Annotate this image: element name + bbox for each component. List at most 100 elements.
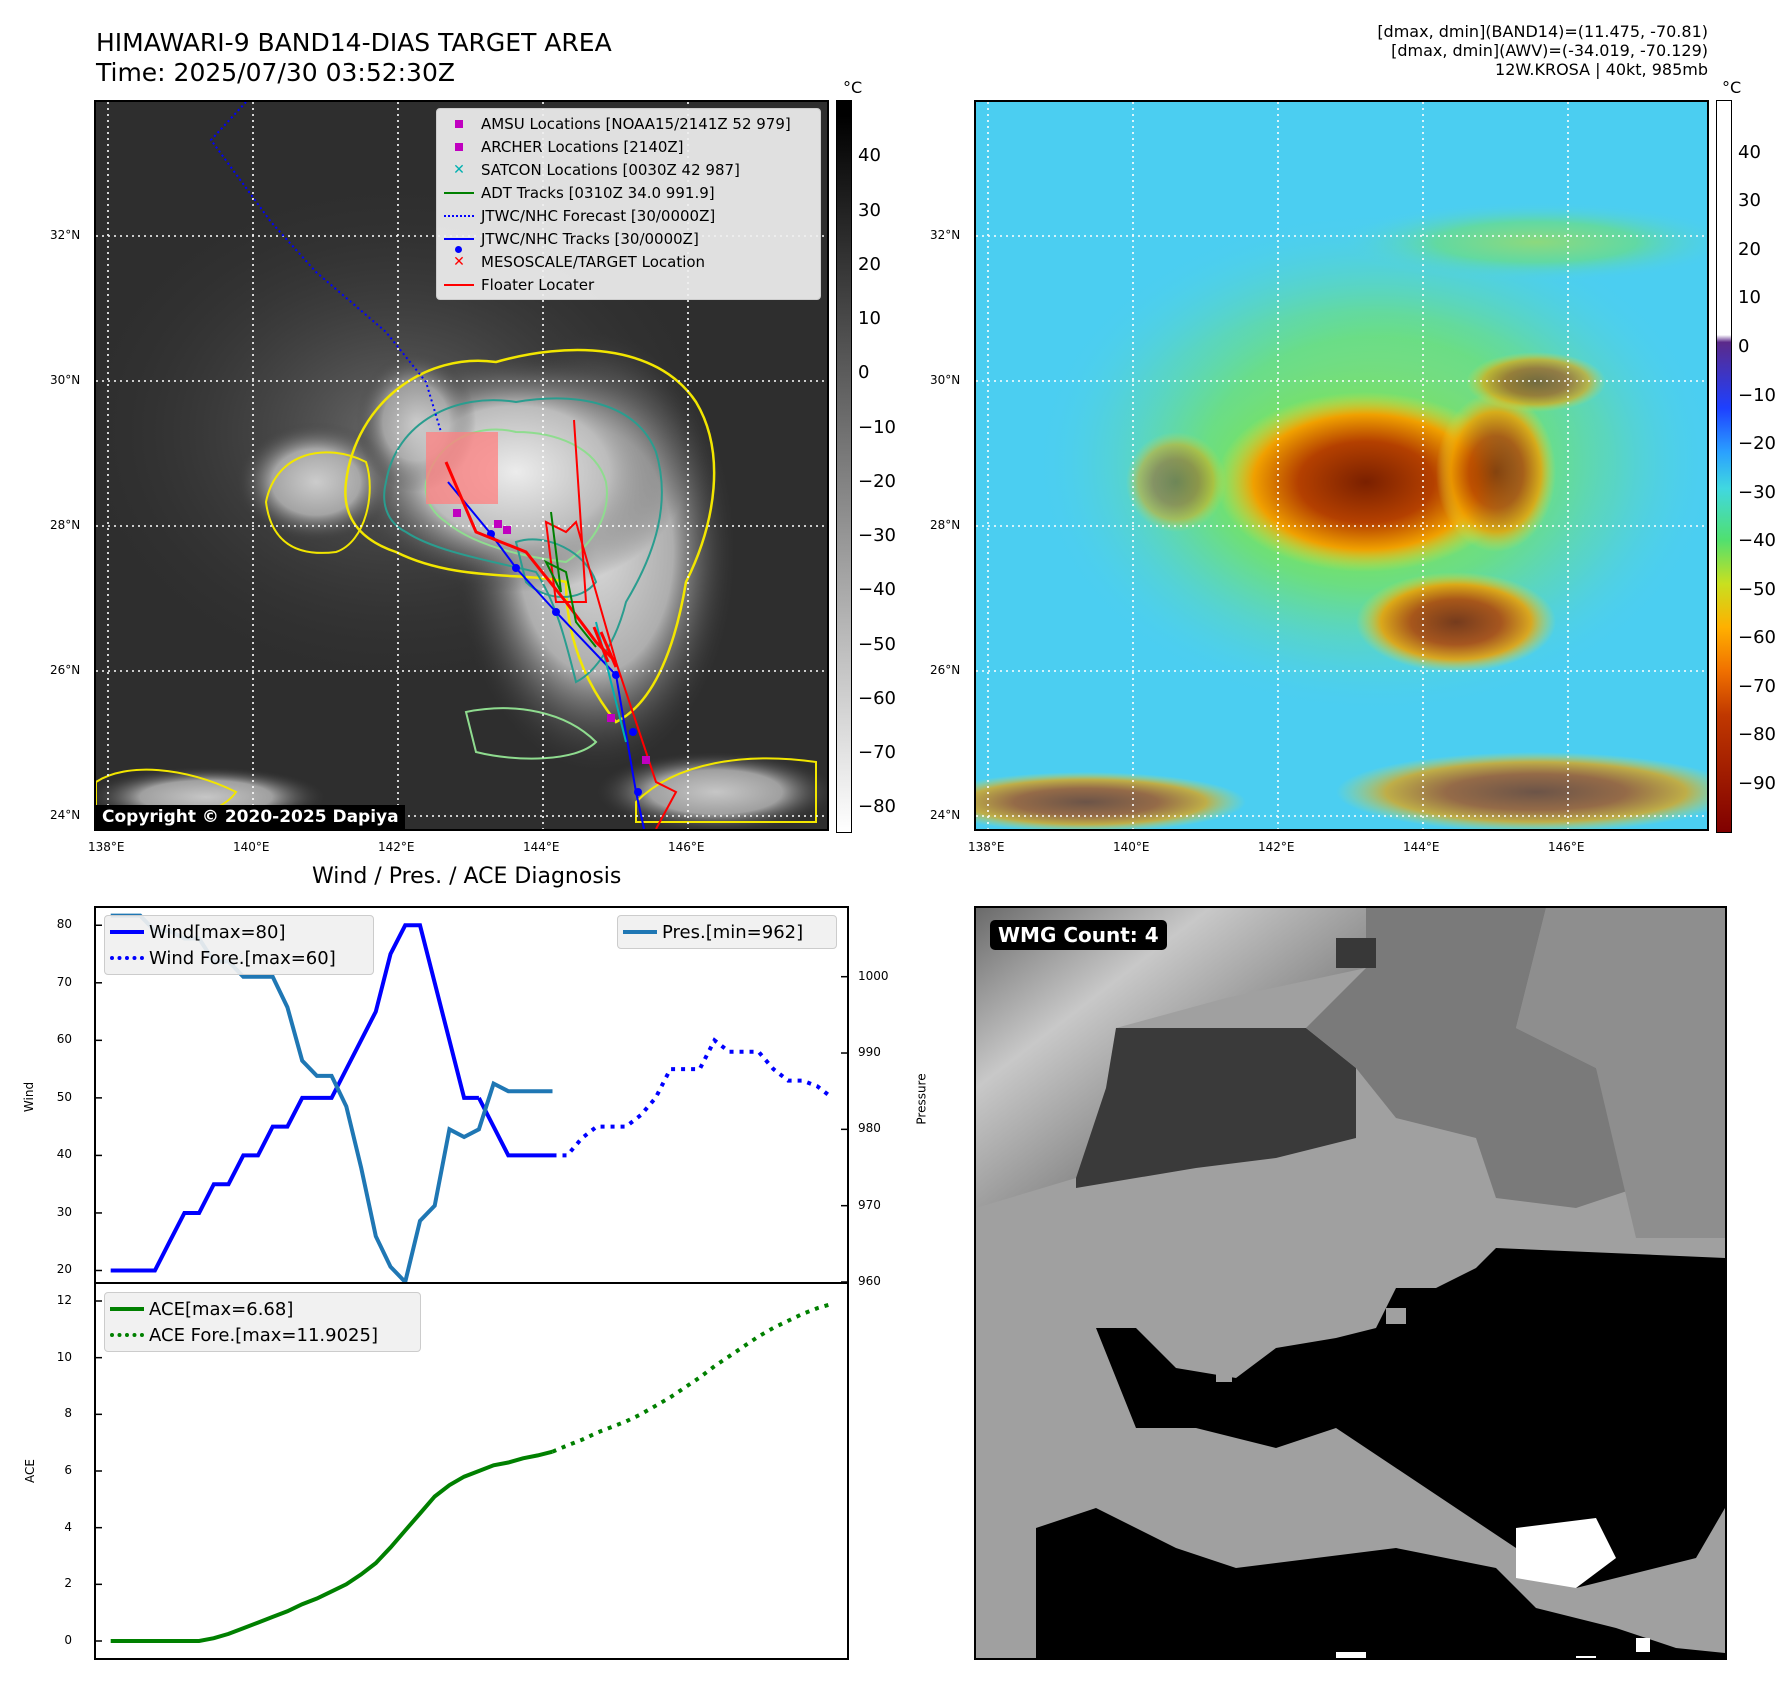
lon-tick: 144°E [1403,840,1440,854]
legend-label: MESOSCALE/TARGET Location [481,252,706,271]
colorbar-tick: 20 [1738,239,1761,260]
legend-entry-wind: Wind[max=80] [105,919,373,945]
lat-tick: 32°N [50,228,81,242]
lat-tick: 30°N [930,373,961,387]
legend-entry-jtwc-tracks: JTWC/NHC Tracks [30/0000Z] [437,227,820,253]
copyright-label: Copyright © 2020-2025 Dapiya [96,805,405,829]
lat-tick: 28°N [50,518,81,532]
line-icon [105,930,149,934]
square-marker-icon [437,142,481,151]
legend-label: ADT Tracks [0310Z 34.0 991.9] [481,183,715,202]
lon-tick: 142°E [378,840,415,854]
colorbar-tick: 30 [858,200,881,221]
colorbar-tick: 0 [858,362,870,383]
ace-ytick: 4 [64,1519,72,1534]
map-title-line1: HIMAWARI-9 BAND14-DIAS TARGET AREA [96,28,612,57]
ir-map-panel: Copyright © 2020-2025 Dapiya AMSU Locati… [94,100,829,831]
lon-tick: 140°E [233,840,270,854]
lat-tick: 24°N [930,808,961,822]
colorbar-left [836,100,852,833]
colorbar-tick: −50 [1738,579,1776,600]
wind-ytick: 30 [56,1204,72,1219]
wind-ytick: 50 [56,1089,72,1104]
colorbar-tick: 20 [858,254,881,275]
colorbar-tick: −10 [1738,385,1776,406]
legend-entry-target: ✕ MESOSCALE/TARGET Location [437,250,820,273]
x-marker-icon: ✕ [453,253,465,270]
lon-tick: 146°E [1548,840,1585,854]
lon-tick: 138°E [88,840,125,854]
legend-label: Wind[max=80] [149,921,286,943]
ace-ytick: 12 [56,1293,72,1307]
awv-map-panel [974,100,1709,831]
colorbar-tick: −40 [1738,530,1776,551]
ace-ytick: 0 [64,1633,72,1647]
lon-tick: 138°E [968,840,1005,854]
wind-ytick: 70 [56,974,72,989]
wmg-svg [976,908,1725,1658]
colorbar-tick: −30 [858,525,896,546]
wind-ytick: 80 [56,917,72,932]
map-legend: AMSU Locations [NOAA15/2141Z 52 979] ARC… [436,108,821,300]
pressure-legend: Pres.[min=962] [617,915,837,949]
legend-entry-jtwc-forecast: JTWC/NHC Forecast [30/0000Z] [437,204,820,227]
colorbar-right [1716,100,1732,833]
legend-entry-archer: ARCHER Locations [2140Z] [437,135,820,158]
lon-tick: 140°E [1113,840,1150,854]
colorbar-tick: −20 [858,471,896,492]
ace-ytick: 8 [64,1406,72,1421]
series-line-1 [477,1096,553,1158]
line-icon [105,1307,149,1311]
lat-tick: 32°N [930,228,961,242]
pressure-ytick: 1000 [858,968,889,983]
colorbar-tick: −60 [858,688,896,709]
lat-tick: 24°N [50,808,81,822]
diagnosis-title: Wind / Pres. / ACE Diagnosis [312,864,622,889]
colorbar-tick: −80 [1738,724,1776,745]
lon-tick: 146°E [668,840,705,854]
wind-ytick: 60 [56,1032,72,1047]
legend-entry-satcon: ✕ SATCON Locations [0030Z 42 987] [437,158,820,181]
legend-label: SATCON Locations [0030Z 42 987] [481,160,740,179]
awv-map-svg [976,102,1707,829]
colorbar-tick: −70 [1738,676,1776,697]
pressure-axis-label: Pressure [914,1073,929,1125]
colorbar-tick: −30 [1738,482,1776,503]
info-line1: [dmax, dmin](BAND14)=(11.475, -70.81) [1377,22,1708,41]
lat-tick: 30°N [50,373,81,387]
square-marker-icon [437,119,481,128]
series-line-0 [110,923,479,1273]
wind-ytick: 40 [56,1147,72,1162]
legend-label: ACE[max=6.68] [149,1298,294,1320]
legend-label: AMSU Locations [NOAA15/2141Z 52 979] [481,114,791,133]
lat-tick: 28°N [930,518,961,532]
wmg-count-badge: WMG Count: 4 [990,920,1167,950]
lat-tick: 26°N [930,663,961,677]
colorbar-tick: 10 [858,308,881,329]
colorbar-tick: 30 [1738,190,1761,211]
legend-entry-floater: Floater Locater [437,273,820,296]
info-line2: [dmax, dmin](AWV)=(-34.019, -70.129) [1391,41,1708,60]
wmg-panel: WMG Count: 4 [974,906,1727,1660]
legend-label: JTWC/NHC Forecast [30/0000Z] [481,206,716,225]
colorbar-right-unit: °C [1722,78,1742,97]
line-dot-icon [437,237,481,253]
pressure-ytick: 970 [858,1197,881,1212]
legend-label: ACE Fore.[max=11.9025] [149,1324,378,1346]
dotted-line-icon [105,1333,149,1337]
wind-pressure-panel [94,906,849,1284]
colorbar-tick: 0 [1738,336,1750,357]
info-line3: 12W.KROSA | 40kt, 985mb [1495,60,1708,79]
legend-label: JTWC/NHC Tracks [30/0000Z] [481,229,699,248]
ace-ytick: 6 [64,1463,72,1477]
pressure-ytick: 960 [858,1274,881,1288]
legend-entry-pressure: Pres.[min=962] [618,919,836,945]
ace-svg [96,1300,833,1643]
series-line-1 [551,1301,833,1454]
colorbar-tick: −50 [858,634,896,655]
colorbar-tick: 40 [858,145,881,166]
colorbar-tick: −70 [858,742,896,763]
wind-legend: Wind[max=80] Wind Fore.[max=60] [104,915,374,975]
legend-label: ARCHER Locations [2140Z] [481,137,684,156]
colorbar-tick: −90 [1738,773,1776,794]
